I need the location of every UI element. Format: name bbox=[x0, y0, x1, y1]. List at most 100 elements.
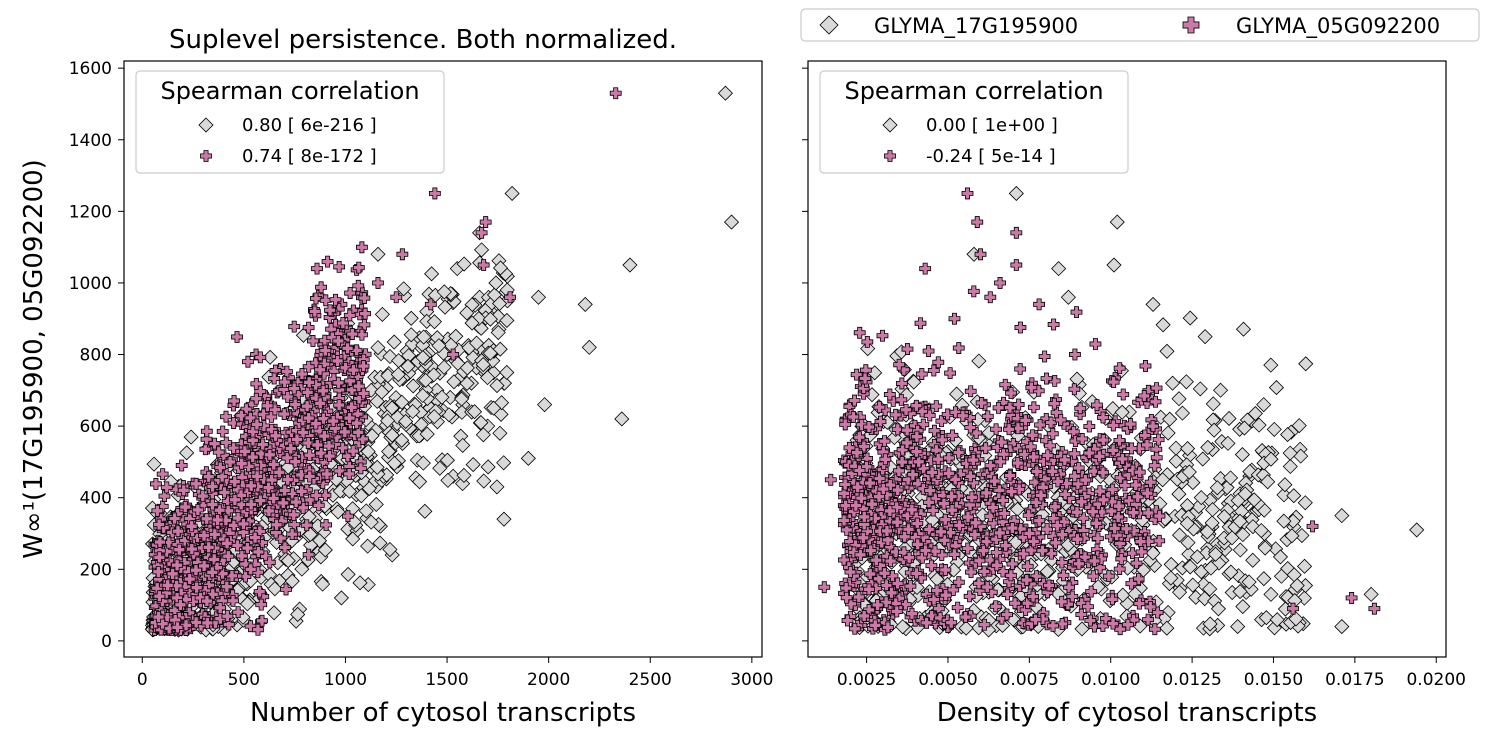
data-point bbox=[346, 328, 359, 340]
x-tick-label: 0.0050 bbox=[918, 670, 977, 690]
data-point bbox=[504, 291, 516, 304]
data-point bbox=[1287, 602, 1299, 615]
data-point bbox=[925, 559, 938, 572]
data-point bbox=[426, 314, 443, 330]
data-point bbox=[206, 566, 219, 579]
data-point bbox=[1236, 420, 1252, 436]
data-point bbox=[902, 473, 914, 486]
data-point bbox=[1066, 590, 1079, 603]
data-point bbox=[864, 544, 877, 557]
data-point bbox=[609, 87, 622, 100]
data-point bbox=[436, 359, 452, 375]
data-point bbox=[394, 394, 410, 410]
data-point bbox=[1234, 447, 1250, 463]
data-point bbox=[384, 400, 400, 416]
data-point bbox=[1213, 382, 1229, 398]
data-point bbox=[881, 534, 894, 546]
data-point bbox=[492, 260, 509, 276]
data-point bbox=[200, 512, 213, 525]
data-point bbox=[253, 525, 266, 538]
data-point bbox=[360, 538, 376, 554]
data-point bbox=[1090, 579, 1106, 595]
data-point bbox=[1131, 490, 1144, 503]
data-point bbox=[964, 421, 977, 434]
data-point bbox=[1093, 450, 1106, 463]
data-point bbox=[1051, 261, 1067, 277]
data-point bbox=[942, 467, 955, 480]
axes-frame bbox=[123, 60, 763, 658]
data-point bbox=[530, 289, 547, 305]
data-point bbox=[1171, 486, 1187, 502]
data-point bbox=[905, 503, 918, 516]
data-point bbox=[297, 426, 309, 439]
data-point bbox=[341, 510, 354, 523]
data-point bbox=[874, 415, 887, 428]
data-point bbox=[964, 385, 977, 398]
data-point bbox=[1296, 558, 1313, 574]
data-point bbox=[1147, 420, 1159, 433]
data-point bbox=[906, 374, 922, 390]
data-point bbox=[301, 400, 314, 413]
data-point bbox=[1047, 318, 1060, 331]
data-point bbox=[1010, 259, 1023, 271]
data-point bbox=[870, 554, 883, 567]
data-point bbox=[881, 621, 894, 634]
data-point bbox=[267, 581, 283, 597]
data-point bbox=[270, 518, 283, 531]
data-point bbox=[320, 519, 333, 531]
data-point bbox=[883, 388, 896, 401]
data-point bbox=[1282, 458, 1298, 475]
data-point bbox=[1209, 480, 1225, 496]
data-point bbox=[1152, 433, 1165, 446]
panel-2: 0.0025 0.0050 0.0075 0.0100 0.0125 0.0150 0.01… bbox=[802, 60, 1466, 728]
data-point bbox=[311, 439, 324, 451]
data-point bbox=[1071, 533, 1084, 546]
data-point bbox=[1107, 617, 1119, 630]
data-point bbox=[978, 618, 991, 631]
data-point bbox=[1110, 529, 1123, 542]
data-point bbox=[434, 389, 450, 405]
data-point bbox=[1005, 409, 1018, 422]
data-point bbox=[319, 344, 332, 357]
data-point bbox=[1207, 546, 1224, 562]
x-axis-label: Number of cytosol transcripts bbox=[250, 698, 636, 728]
data-point bbox=[288, 382, 301, 395]
data-point bbox=[302, 412, 315, 424]
data-point bbox=[1266, 421, 1282, 437]
data-point bbox=[1106, 257, 1122, 273]
data-point bbox=[1409, 522, 1425, 538]
data-point bbox=[999, 378, 1012, 391]
data-point bbox=[968, 528, 981, 541]
data-point bbox=[910, 399, 923, 412]
data-point bbox=[989, 600, 1002, 613]
data-point bbox=[949, 539, 962, 552]
data-point bbox=[1068, 470, 1081, 483]
data-point bbox=[1220, 435, 1236, 451]
data-point bbox=[1071, 506, 1083, 519]
data-point bbox=[492, 295, 508, 312]
data-point bbox=[1368, 602, 1381, 615]
data-point bbox=[152, 565, 165, 578]
data-point bbox=[1296, 590, 1312, 606]
data-point bbox=[1090, 517, 1103, 530]
data-point bbox=[847, 546, 860, 559]
data-point bbox=[1297, 495, 1313, 511]
data-point bbox=[216, 470, 229, 483]
data-point bbox=[156, 500, 169, 513]
data-point bbox=[212, 446, 225, 459]
data-point bbox=[1180, 441, 1196, 457]
data-point bbox=[455, 437, 471, 453]
data-point bbox=[889, 408, 902, 421]
data-point bbox=[267, 492, 280, 505]
data-point bbox=[878, 435, 891, 448]
data-point bbox=[901, 343, 914, 355]
data-point bbox=[440, 472, 456, 488]
data-point bbox=[474, 242, 490, 258]
data-point bbox=[998, 507, 1011, 520]
data-point bbox=[235, 409, 248, 422]
data-point bbox=[312, 499, 325, 512]
data-point bbox=[1097, 493, 1110, 506]
legend-entry: -0.24 [ 5e-14 ] bbox=[926, 146, 1056, 167]
legend-title: Spearman correlation bbox=[844, 77, 1103, 105]
data-point bbox=[1044, 439, 1056, 452]
